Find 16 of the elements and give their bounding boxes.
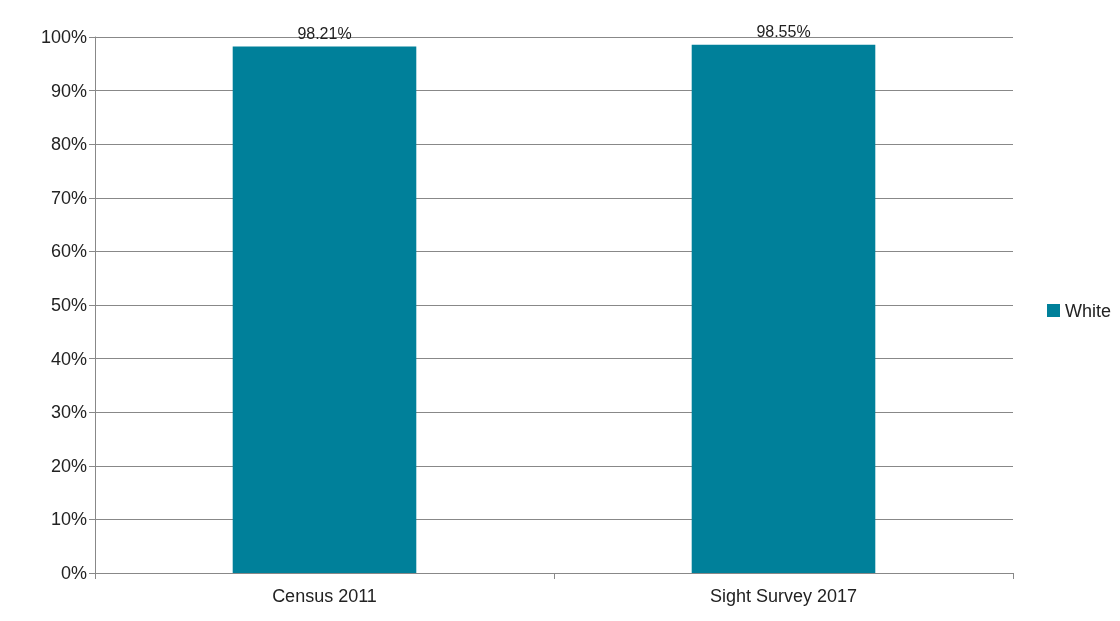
y-tick-label: 20% <box>50 455 87 476</box>
y-tick-label: 90% <box>50 80 87 101</box>
y-tick-label: 30% <box>50 402 87 423</box>
data-label: 98.21% <box>297 25 352 43</box>
y-tick-label: 10% <box>50 509 87 530</box>
x-tick-label: Census 2011 <box>272 586 377 606</box>
y-tick-label: 80% <box>50 134 87 155</box>
y-tick-label: 70% <box>50 187 87 208</box>
legend-label: White <box>1064 300 1111 321</box>
y-tick-label: 40% <box>50 348 87 369</box>
y-tick-label: 50% <box>50 295 87 315</box>
y-tick-label: 0% <box>60 563 87 583</box>
y-tick-label: 100% <box>40 27 87 47</box>
y-tick-label: 60% <box>50 241 87 262</box>
data-label: 98.55% <box>756 23 811 41</box>
x-tick-label: Sight Survey 2017 <box>709 586 858 606</box>
